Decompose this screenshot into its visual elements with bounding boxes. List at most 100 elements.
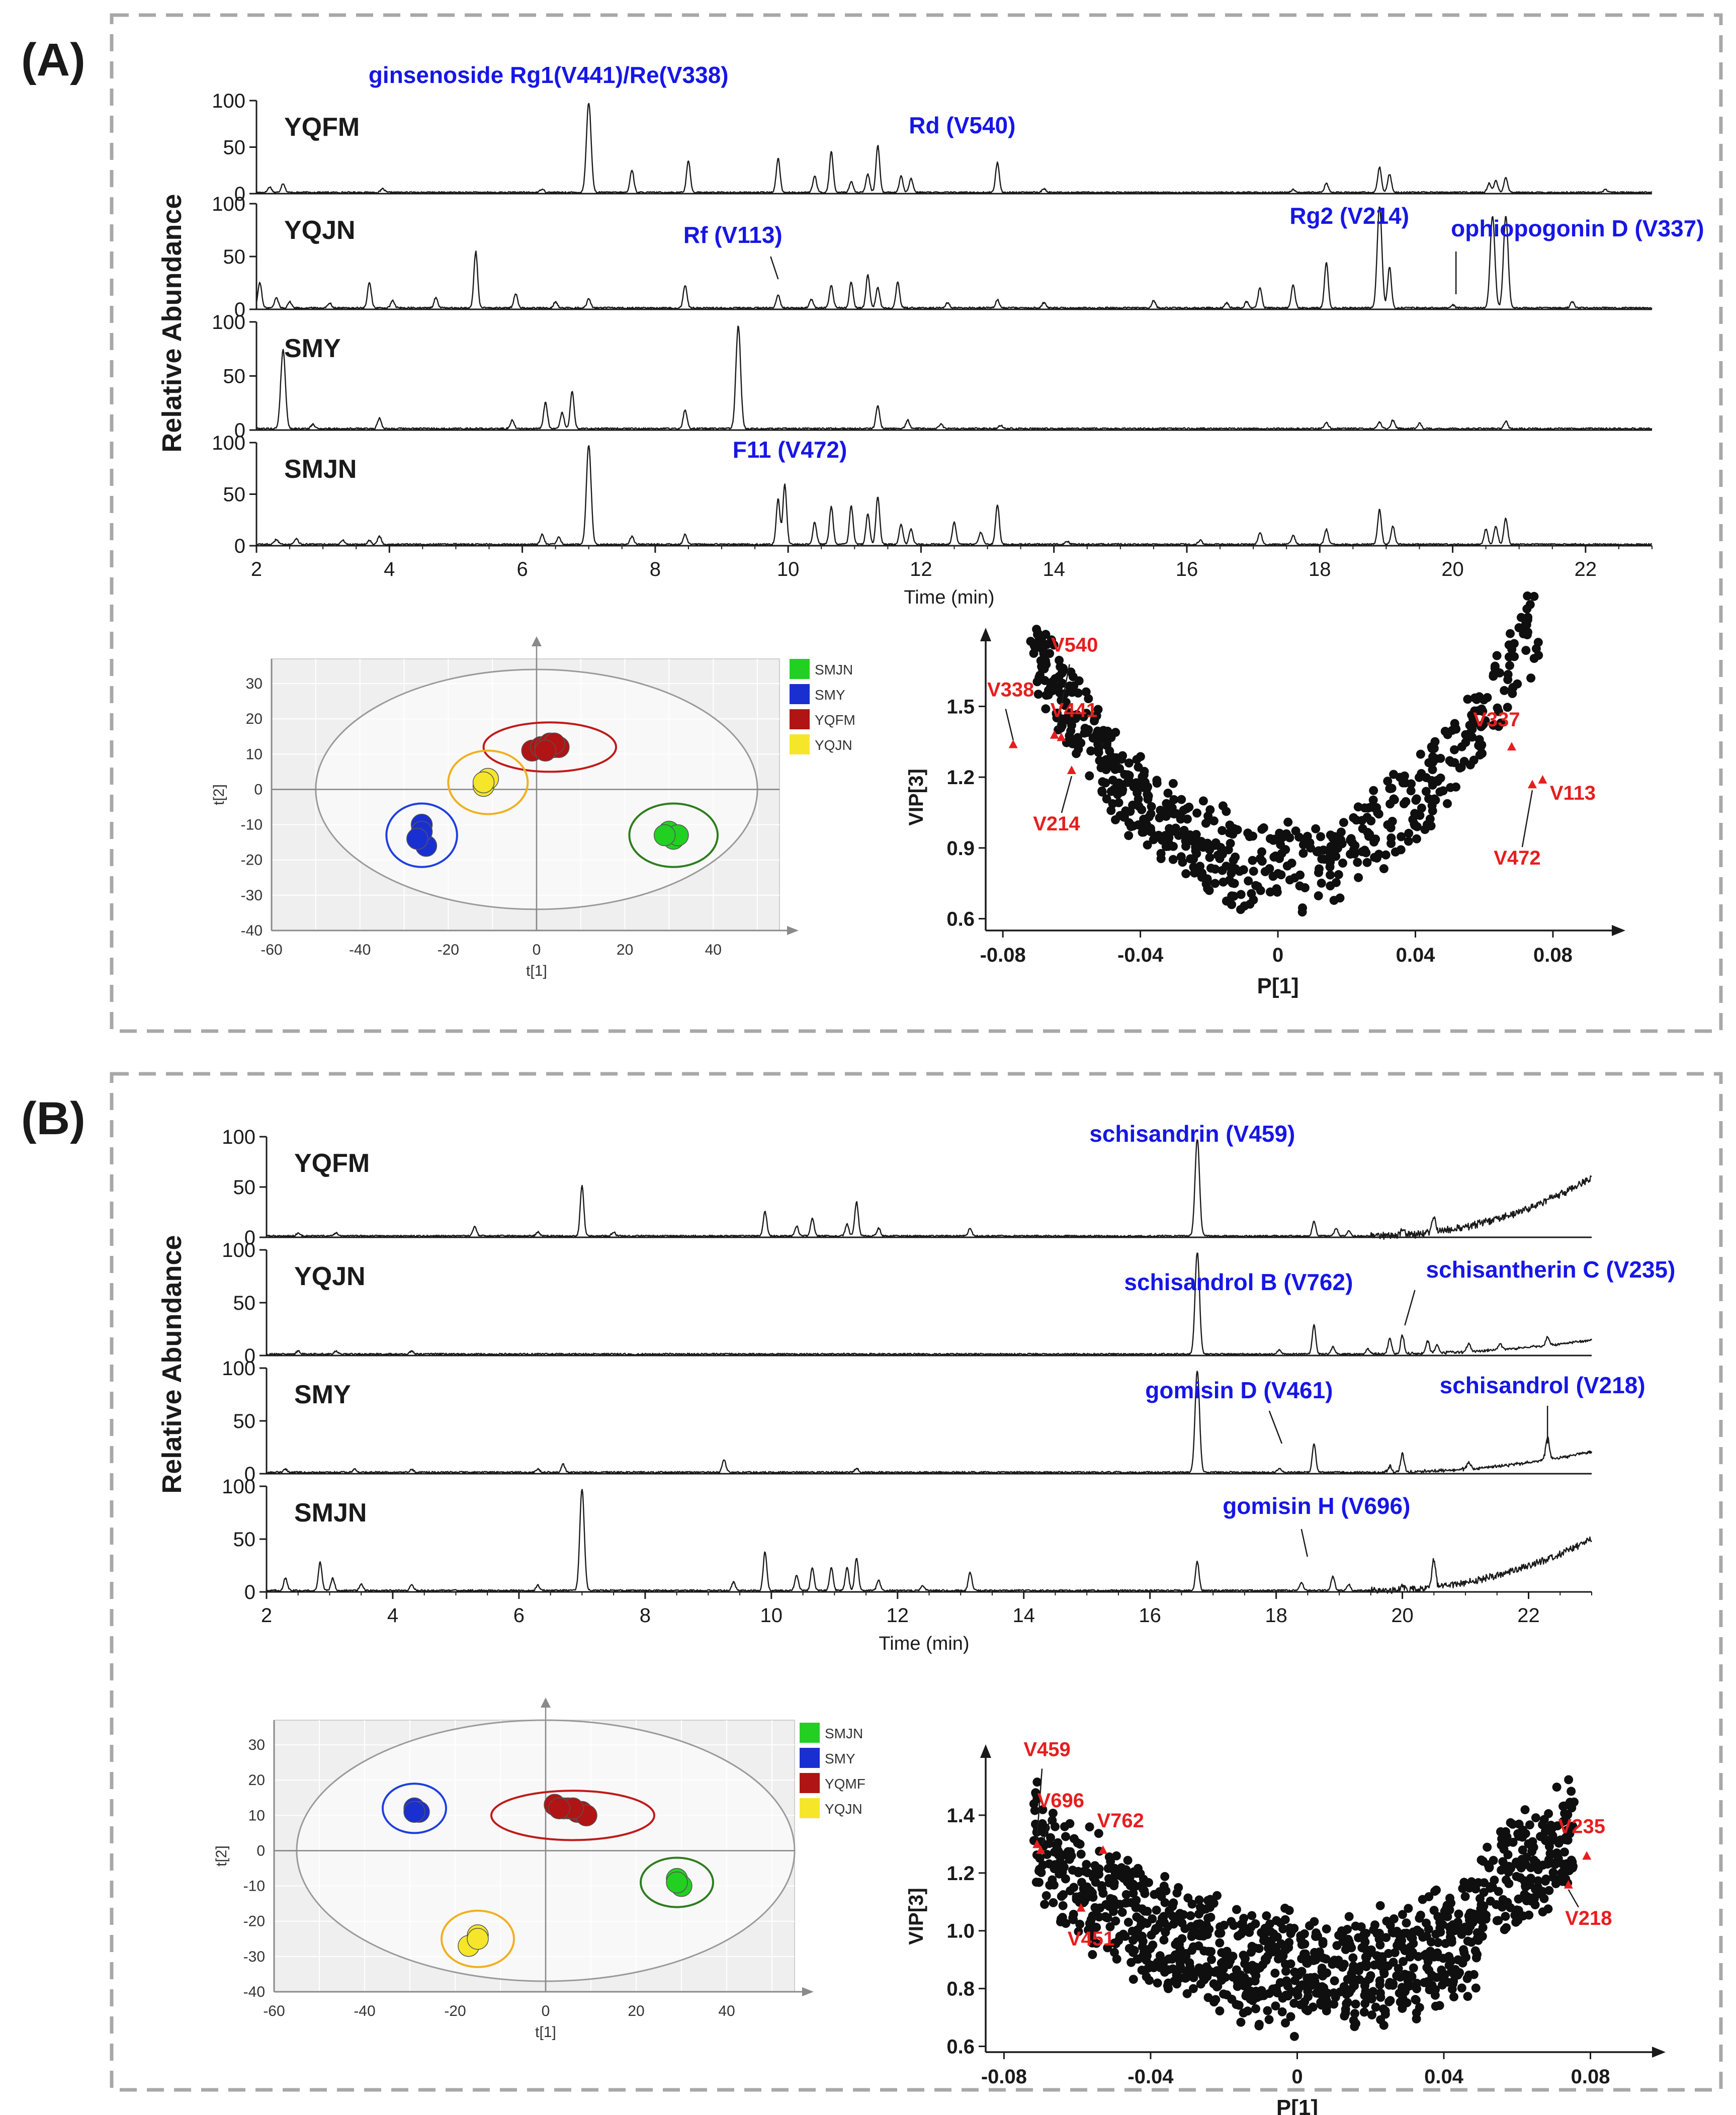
legend-swatch	[800, 1723, 820, 1743]
x-tick-label: 2	[261, 1604, 272, 1627]
vip-point	[1428, 765, 1437, 775]
score-plot: -60 -40 -20 0 20 40 30 20 10 0 -10 -20 -30 -40 t[1] t[2…	[211, 636, 855, 979]
vip-point	[1270, 834, 1279, 844]
vip-point	[1276, 870, 1286, 880]
vip-point	[1449, 1992, 1458, 2002]
y-tick-label: 0	[234, 299, 245, 321]
vip-point	[1474, 692, 1484, 702]
vip-marker-triangle	[1032, 1839, 1042, 1848]
score-group-yqjn	[447, 749, 529, 815]
vip-point	[1049, 1898, 1058, 1907]
trace-smjn: 0 50 100 SMJN F11 (V472)	[212, 432, 1653, 557]
vip-point	[1236, 1970, 1245, 1980]
peak-label: schisandrol (V218)	[1440, 1372, 1645, 1398]
vip-point	[1406, 786, 1416, 796]
x-axis-label: Time (min)	[879, 1633, 969, 1654]
vip-point	[1061, 1832, 1070, 1841]
vip-point	[1412, 2014, 1421, 2023]
vip-point	[1349, 2015, 1358, 2025]
score-point	[653, 824, 676, 847]
vip-point	[1275, 854, 1284, 863]
trace-yqjn: 0 50 100 YQJN schisandrol B (V762) schisanthe…	[222, 1239, 1675, 1367]
x-tick-label: 20	[1391, 1604, 1414, 1627]
vip-point	[1344, 1912, 1354, 1921]
vip-point	[1281, 1990, 1290, 2000]
vip-point	[1505, 661, 1514, 670]
vip-point	[1391, 847, 1400, 857]
score-y-tick-label: -10	[243, 1878, 265, 1895]
vip-point	[1489, 1855, 1498, 1865]
vip-marker-label: V218	[1565, 1907, 1612, 1929]
vip-point	[1290, 1967, 1299, 1977]
vip-point	[1180, 1924, 1190, 1933]
vip-marker: V540	[1050, 634, 1098, 739]
vip-point	[1041, 1891, 1051, 1900]
vip-point	[1155, 1951, 1165, 1961]
vip-point	[1257, 824, 1267, 834]
vip-point	[1427, 1971, 1437, 1980]
vip-point	[1498, 1895, 1508, 1904]
group-ring	[628, 802, 719, 868]
vip-point	[1461, 1953, 1470, 1962]
trace-name: YQJN	[294, 1262, 366, 1291]
vip-point	[1242, 1990, 1251, 1999]
vip-point	[1465, 729, 1474, 738]
vip-point	[1182, 1970, 1191, 1979]
vip-point	[1182, 814, 1192, 824]
vip-point	[1244, 876, 1253, 886]
vip-point	[1247, 1941, 1257, 1951]
vip-point	[1122, 778, 1132, 787]
vip-marker-label: V451	[1068, 1928, 1114, 1950]
vip-point	[1038, 1805, 1048, 1814]
vip-point	[1060, 689, 1069, 699]
vip-point	[1418, 1932, 1428, 1942]
vip-point	[1397, 832, 1406, 841]
vip-point	[1106, 733, 1116, 742]
y-tick-label: 50	[233, 1529, 256, 1551]
legend-swatch	[790, 709, 810, 729]
panel-label: (B)	[21, 1093, 85, 1144]
axis-arrow-icon	[980, 1744, 991, 1758]
vip-point	[1149, 835, 1158, 844]
vip-point	[1071, 714, 1080, 723]
vip-point	[1533, 1876, 1543, 1886]
vip-point	[1181, 1952, 1191, 1961]
vip-point	[1508, 684, 1517, 693]
vip-point	[1160, 1872, 1170, 1881]
vip-point	[1153, 1978, 1162, 1988]
vip-x-tick-label: 0	[1272, 944, 1283, 966]
vip-point	[1404, 828, 1414, 838]
score-y-tick-label: 30	[246, 675, 263, 692]
vip-point	[1437, 1980, 1447, 1990]
vip-point	[1546, 1858, 1556, 1868]
legend-label: SMY	[825, 1751, 855, 1766]
vip-point	[1540, 1877, 1550, 1886]
vip-marker-triangle	[1036, 1845, 1046, 1854]
vip-point	[1551, 1879, 1560, 1889]
annotation-leader	[1300, 1529, 1309, 1557]
vip-point	[1448, 1979, 1457, 1989]
y-tick-label: 0	[234, 419, 245, 442]
vip-y-tick-label: 1.4	[946, 1805, 975, 1827]
vip-point	[1172, 1979, 1182, 1989]
chromatogram-line	[266, 1489, 1592, 1594]
legend-label: YQJN	[825, 1801, 862, 1817]
vip-point	[1287, 859, 1296, 868]
vip-point	[1205, 1903, 1214, 1912]
vip-point	[1472, 1914, 1482, 1923]
score-point	[534, 739, 557, 762]
legend-swatch	[800, 1773, 820, 1793]
vip-point	[1110, 765, 1120, 774]
x-tick-label: 20	[1441, 558, 1464, 580]
vip-marker-triangle	[1008, 739, 1018, 748]
vip-point	[1283, 1981, 1292, 1991]
vip-point	[1334, 870, 1343, 879]
vip-point	[1520, 1805, 1530, 1815]
vip-point	[1094, 744, 1103, 753]
vip-point	[1374, 1954, 1384, 1964]
vip-point	[1385, 784, 1395, 793]
y-tick-label: 0	[244, 1581, 255, 1603]
vip-point	[1427, 801, 1437, 810]
vip-marker-label: V459	[1023, 1738, 1070, 1760]
vip-point	[1186, 854, 1195, 864]
